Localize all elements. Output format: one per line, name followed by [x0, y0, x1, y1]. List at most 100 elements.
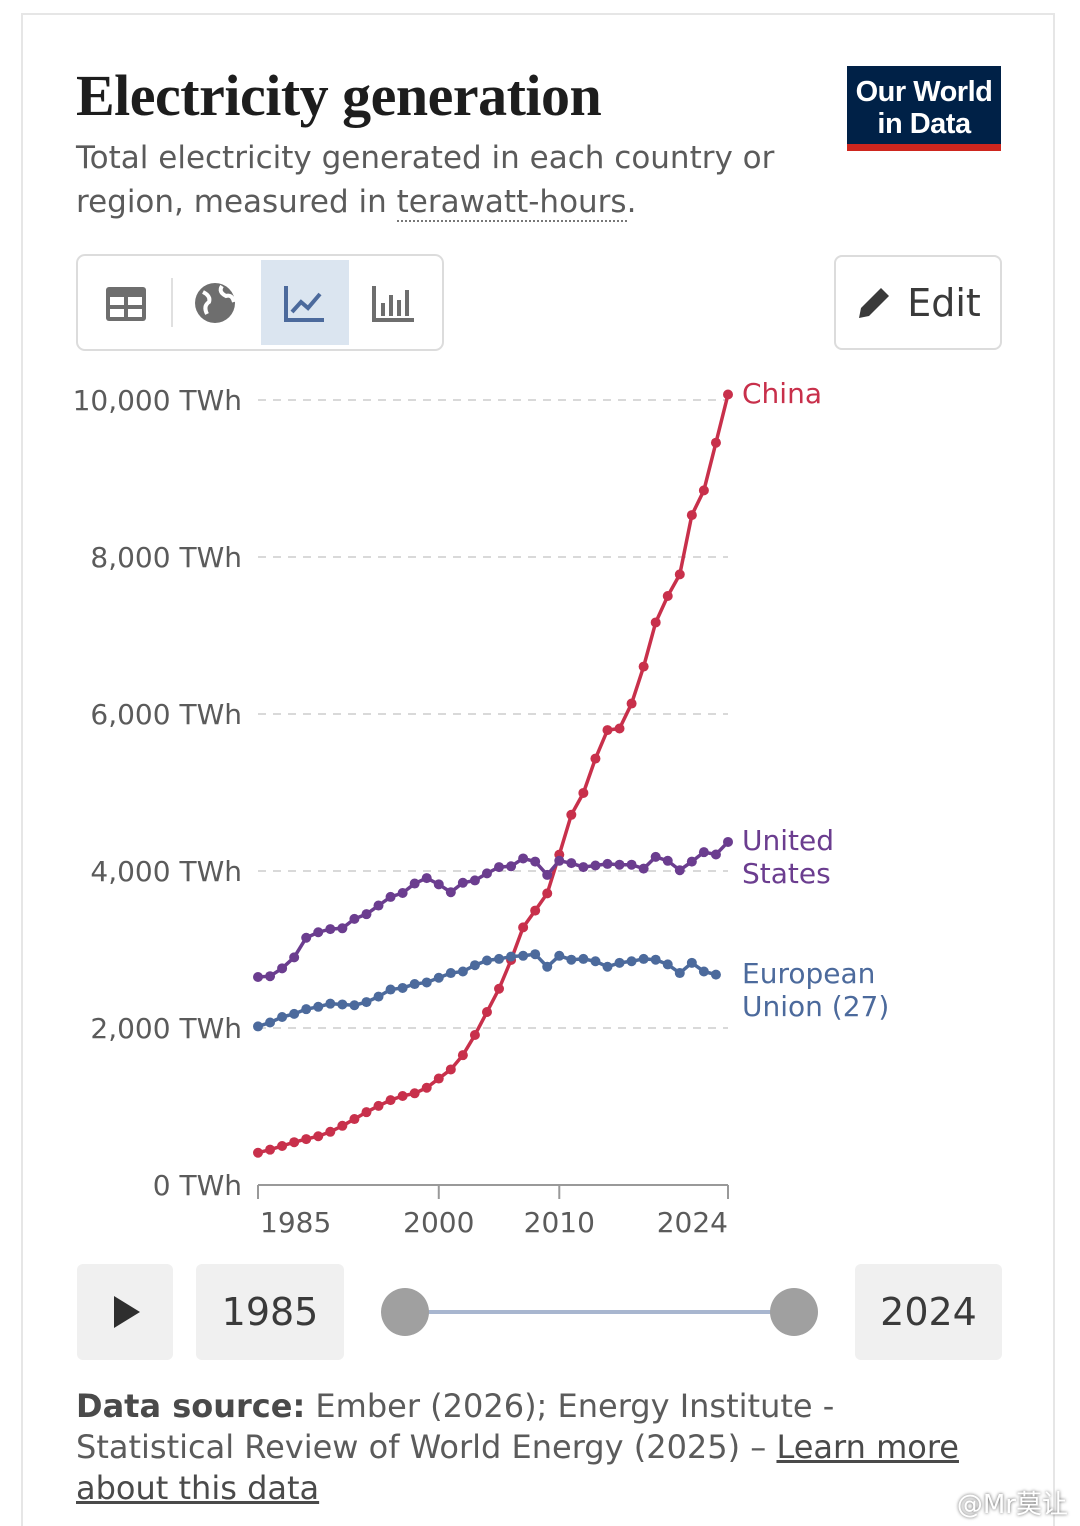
x-tick-label: 2010: [524, 1206, 595, 1239]
data-point: [313, 927, 324, 938]
data-point: [337, 999, 348, 1010]
watermark: @Mr莫让: [956, 1490, 1068, 1520]
data-point: [530, 856, 541, 867]
data-point: [349, 1114, 360, 1125]
data-point: [494, 953, 505, 964]
data-point: [542, 888, 553, 899]
data-point: [337, 1120, 348, 1131]
slider-handle-start[interactable]: [381, 1288, 429, 1336]
data-point: [566, 809, 577, 820]
series-label[interactable]: China: [742, 376, 822, 410]
table-icon[interactable]: [106, 287, 146, 321]
data-point: [518, 950, 529, 961]
data-point: [289, 952, 300, 963]
slider-handle-end[interactable]: [770, 1288, 818, 1336]
data-point: [626, 859, 637, 870]
y-tick-label: 4,000 TWh: [90, 855, 242, 888]
play-icon: [114, 1296, 140, 1328]
data-point: [506, 951, 517, 962]
data-point: [566, 954, 577, 965]
data-point: [481, 955, 492, 966]
data-point: [698, 966, 709, 977]
data-point: [494, 862, 505, 873]
data-point: [723, 836, 733, 847]
data-point: [277, 963, 288, 974]
data-point: [313, 1131, 324, 1142]
data-point: [686, 856, 697, 867]
data-point: [325, 1126, 336, 1137]
line-icon[interactable]: [284, 286, 324, 322]
data-point: [674, 968, 685, 979]
chart-subtitle: Total electricity generated in each coun…: [76, 136, 836, 224]
data-point: [301, 1134, 312, 1145]
x-tick-label: 2000: [403, 1206, 474, 1239]
series-label[interactable]: United States: [742, 823, 834, 890]
data-point: [662, 591, 673, 602]
data-point: [518, 853, 529, 864]
logo[interactable]: Our World in Data: [847, 66, 1001, 151]
bar-icon[interactable]: [372, 286, 414, 322]
data-point: [313, 1001, 324, 1012]
subtitle-link[interactable]: terawatt-hours: [396, 184, 627, 222]
data-point: [650, 954, 661, 965]
data-point: [530, 949, 541, 960]
data-point: [325, 924, 336, 935]
data-point: [433, 972, 444, 983]
data-point: [409, 979, 420, 990]
data-point: [253, 971, 263, 982]
data-point: [723, 389, 733, 400]
y-tick-label: 8,000 TWh: [90, 541, 242, 574]
data-point: [518, 922, 529, 933]
data-point: [494, 983, 505, 994]
data-point: [578, 787, 589, 798]
data-point: [481, 868, 492, 879]
learn-more-link[interactable]: Learn more about this data: [76, 1428, 959, 1507]
data-point: [325, 998, 336, 1009]
series-line: [257, 394, 730, 1155]
data-point: [397, 1090, 408, 1101]
subtitle-text: Total electricity generated in each coun…: [76, 140, 775, 220]
data-point: [638, 863, 649, 874]
data-point: [602, 961, 613, 972]
data-point: [506, 861, 517, 872]
data-point: [710, 437, 721, 448]
start-year-button[interactable]: 1985: [196, 1264, 344, 1360]
card-border: [21, 13, 1055, 1526]
data-point: [265, 1017, 276, 1028]
data-point: [614, 957, 625, 968]
data-point: [674, 865, 685, 876]
data-point: [638, 953, 649, 964]
chart-title: Electricity generation: [76, 63, 602, 128]
map-icon[interactable]: [195, 283, 236, 323]
edit-label: Edit: [907, 280, 981, 325]
data-point: [590, 860, 601, 871]
data-point: [277, 1140, 288, 1151]
data-point: [301, 1004, 312, 1015]
data-point: [253, 1147, 263, 1158]
end-year-button[interactable]: 2024: [855, 1264, 1002, 1360]
data-point: [409, 1088, 420, 1099]
data-point: [397, 982, 408, 993]
x-tick-label: 2024: [657, 1206, 728, 1239]
data-point: [686, 957, 697, 968]
series-label[interactable]: European Union (27): [742, 956, 890, 1023]
tab-bar: [76, 254, 444, 351]
data-point: [614, 859, 625, 870]
data-point: [602, 725, 613, 736]
data-point: [457, 1050, 468, 1061]
data-point: [602, 858, 613, 869]
edit-button[interactable]: Edit: [834, 255, 1002, 350]
y-tick-label: 2,000 TWh: [90, 1012, 242, 1045]
data-point: [421, 873, 432, 884]
data-point: [289, 1008, 300, 1019]
data-point: [542, 961, 553, 972]
data-point: [469, 960, 480, 971]
data-point: [554, 855, 565, 866]
data-point: [385, 984, 396, 995]
data-point: [301, 932, 312, 943]
x-tick-label: 1985: [260, 1206, 331, 1239]
data-point: [590, 956, 601, 967]
source-text: Ember (2026); Energy Institute - Statist…: [76, 1387, 835, 1466]
data-point: [445, 1064, 456, 1075]
